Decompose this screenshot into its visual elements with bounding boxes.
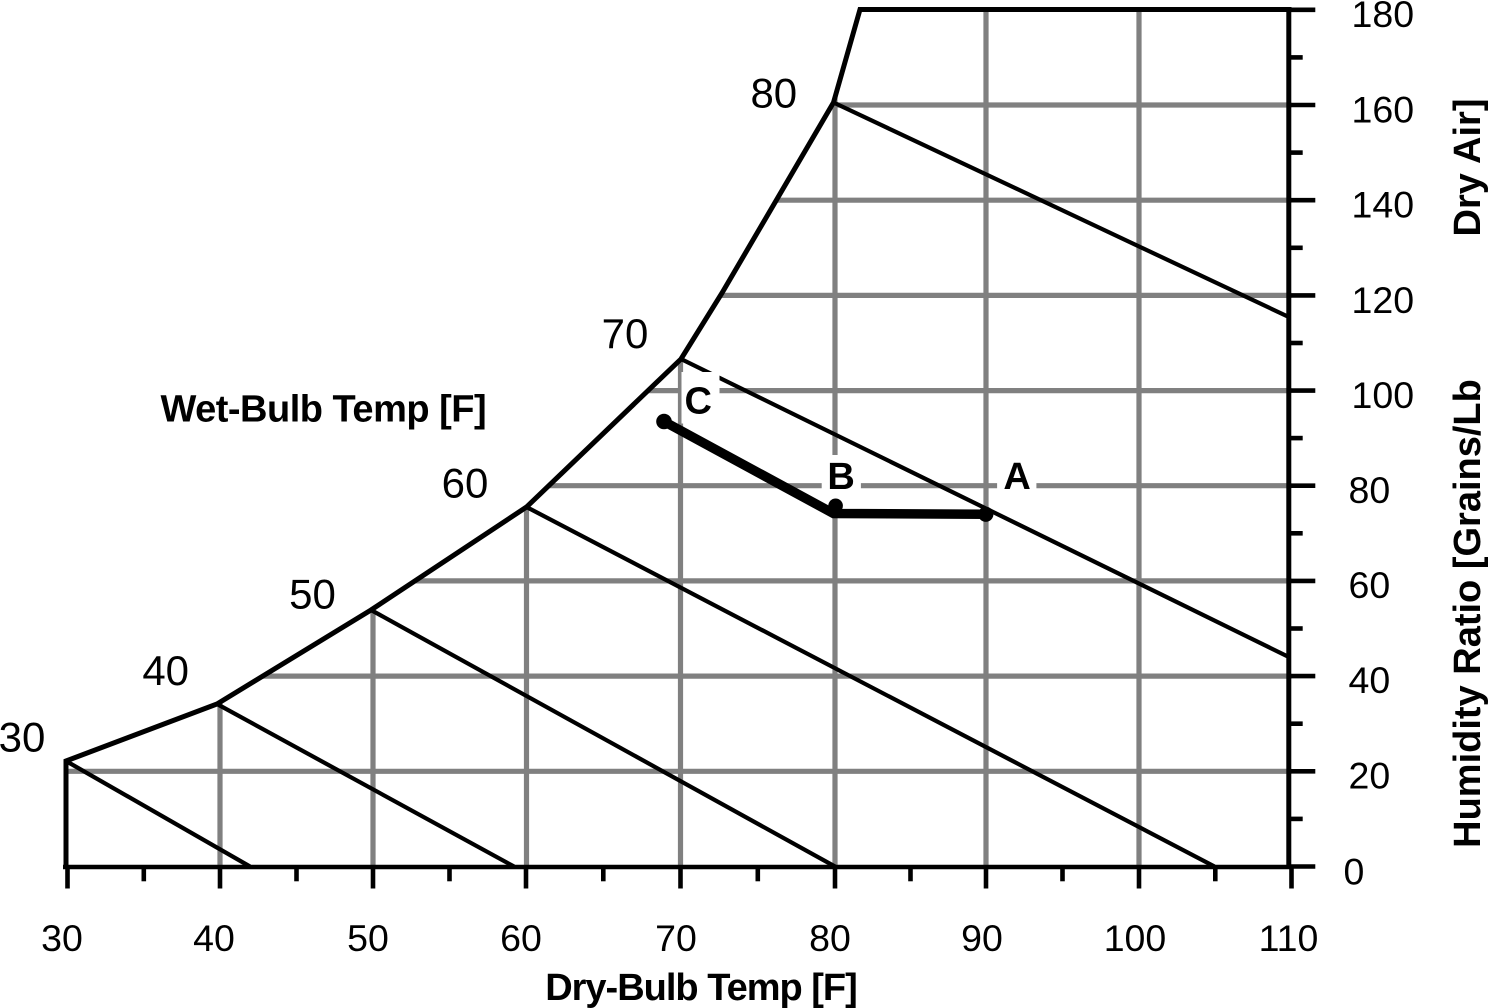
svg-text:60: 60 bbox=[442, 459, 489, 506]
svg-text:40: 40 bbox=[1349, 659, 1391, 701]
svg-text:Dry Air]: Dry Air] bbox=[1447, 99, 1489, 237]
svg-text:180: 180 bbox=[1352, 0, 1415, 35]
svg-text:120: 120 bbox=[1352, 279, 1415, 321]
svg-text:100: 100 bbox=[1104, 917, 1167, 959]
svg-text:A: A bbox=[1003, 456, 1030, 498]
svg-text:80: 80 bbox=[1349, 469, 1391, 511]
svg-text:60: 60 bbox=[500, 917, 542, 959]
svg-text:40: 40 bbox=[193, 917, 235, 959]
svg-text:110: 110 bbox=[1259, 917, 1319, 959]
svg-text:Dry-Bulb Temp [F]: Dry-Bulb Temp [F] bbox=[545, 967, 857, 1008]
svg-text:90: 90 bbox=[961, 917, 1003, 959]
svg-text:20: 20 bbox=[1349, 754, 1391, 796]
svg-text:0: 0 bbox=[1344, 850, 1365, 892]
svg-text:50: 50 bbox=[347, 917, 389, 959]
svg-text:70: 70 bbox=[655, 917, 697, 959]
svg-text:80: 80 bbox=[809, 917, 851, 959]
svg-text:50: 50 bbox=[289, 571, 336, 618]
svg-text:140: 140 bbox=[1352, 183, 1415, 225]
svg-text:60: 60 bbox=[1349, 564, 1391, 606]
svg-text:160: 160 bbox=[1352, 89, 1415, 131]
svg-text:70: 70 bbox=[602, 310, 649, 357]
svg-text:100: 100 bbox=[1352, 374, 1415, 416]
svg-text:Humidity Ratio [Grains/Lb: Humidity Ratio [Grains/Lb bbox=[1447, 379, 1489, 848]
svg-text:30: 30 bbox=[0, 713, 45, 760]
svg-text:Wet-Bulb Temp [F]: Wet-Bulb Temp [F] bbox=[160, 389, 486, 431]
svg-text:30: 30 bbox=[41, 917, 83, 959]
svg-text:C: C bbox=[684, 381, 711, 423]
svg-text:B: B bbox=[827, 456, 854, 498]
svg-text:80: 80 bbox=[750, 69, 797, 116]
svg-text:40: 40 bbox=[142, 647, 189, 694]
